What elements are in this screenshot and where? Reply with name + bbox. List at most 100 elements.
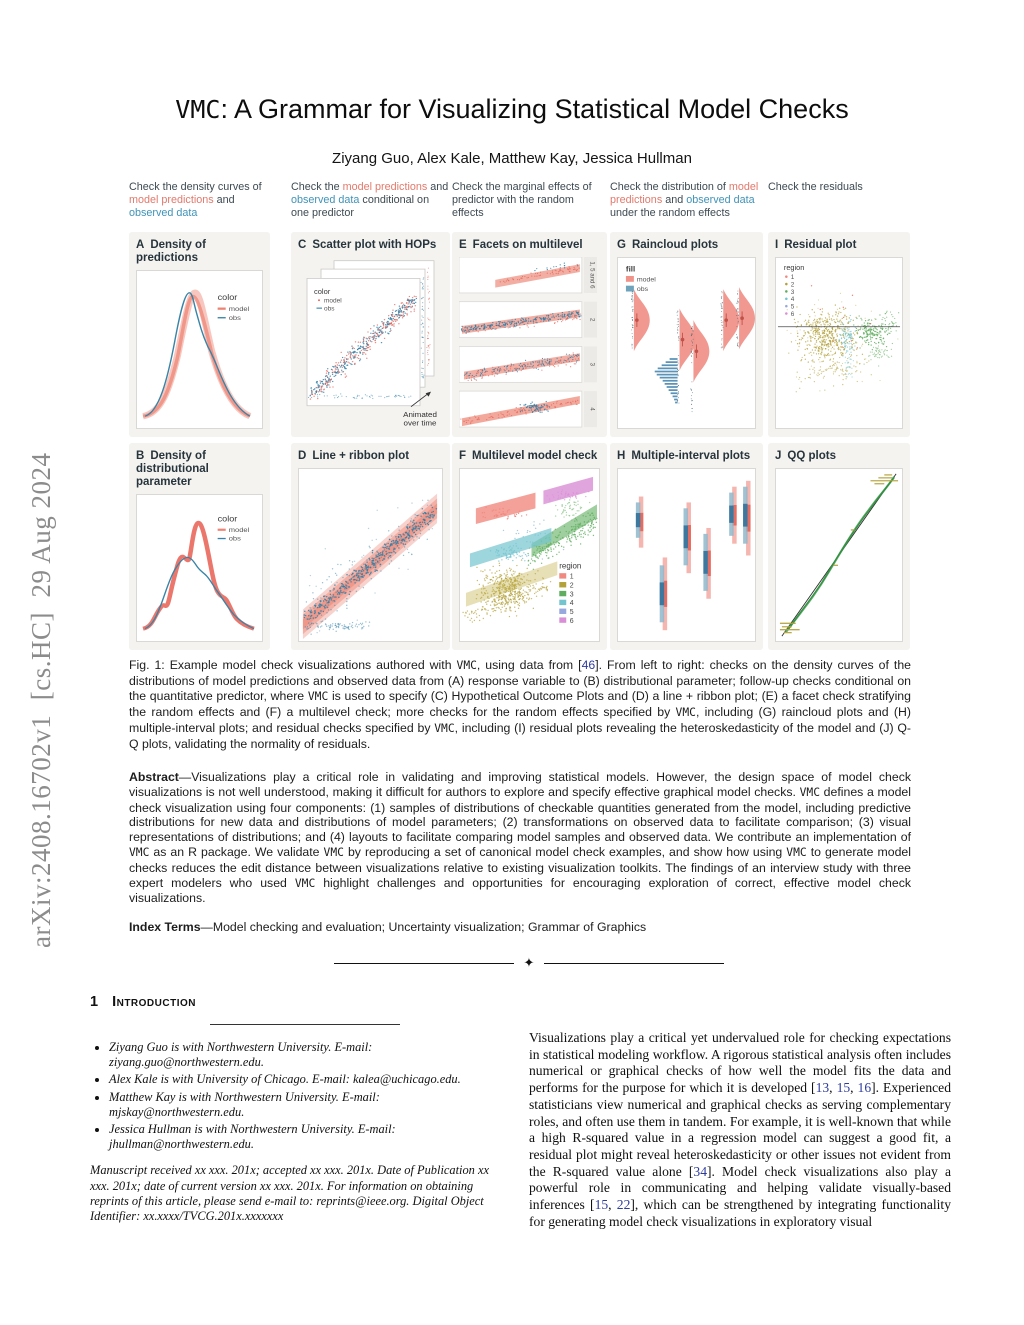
- violin-point-intervals: [635, 311, 744, 359]
- region-2-ribbon: [465, 561, 558, 607]
- panel-j-card: J QQ plots: [768, 443, 910, 650]
- panel-h-letter: H: [617, 450, 626, 462]
- region-3-label: 3: [791, 289, 795, 296]
- facet-1-ribbon: [495, 264, 580, 288]
- region-1-ribbon: [475, 492, 536, 525]
- column-5-header: Check the residuals: [768, 181, 863, 193]
- citation[interactable]: 46: [581, 658, 596, 672]
- footnote-rule: [210, 1024, 400, 1025]
- facet-3-strip: [583, 346, 597, 383]
- region-6-ribbon: [543, 476, 594, 505]
- obs-density-line: [144, 556, 255, 630]
- citation[interactable]: 34: [693, 1163, 707, 1179]
- panel-d-name: Line + ribbon plot: [312, 450, 410, 462]
- obs-histogram: [654, 358, 678, 404]
- panel-g-name: Raincloud plots: [631, 239, 719, 251]
- panel-j-name: QQ plots: [787, 450, 836, 462]
- animated-arrow: [410, 393, 429, 408]
- panel-f-title: F Multilevel model check: [459, 450, 600, 463]
- figure-column-4: Check the distribution of model predicti…: [610, 181, 763, 650]
- citation[interactable]: 13: [815, 1080, 830, 1096]
- panel-g-letter: G: [617, 239, 626, 251]
- section-separator: ✦: [334, 956, 724, 969]
- panel-d-letter: D: [298, 450, 307, 462]
- facet-2-label: 2: [588, 318, 595, 322]
- citation[interactable]: 15: [594, 1197, 609, 1213]
- density-plot-b-svg: color model obs: [142, 514, 255, 631]
- interval-plot-h: [617, 468, 756, 642]
- figure-column-5: Check the residuals I Residual plot regio…: [768, 181, 910, 650]
- legend-model-glyph: [318, 299, 320, 302]
- legend-obs-label: obs: [229, 535, 242, 542]
- region-4-label: 4: [791, 296, 795, 303]
- legend-color-title: color: [218, 292, 238, 301]
- affiliation-item: Jessica Hullman is with Northwestern Uni…: [109, 1122, 506, 1152]
- density-plot-a: color model obs: [136, 270, 263, 429]
- abstract: Abstract—Visualizations play a critical …: [129, 770, 912, 906]
- region-5-swatch: [559, 608, 567, 614]
- panel-g-card: G Raincloud plots: [610, 232, 763, 437]
- panel-c-letter: C: [298, 239, 307, 251]
- figure-column-2: Check the model predictions and observed…: [291, 181, 450, 650]
- legend-fill-title: fill: [626, 265, 635, 274]
- title-rest: : A Grammar for Visualizing Statistical …: [220, 94, 849, 124]
- legend-model-label: model: [324, 298, 342, 305]
- citation[interactable]: 15: [836, 1080, 851, 1096]
- citation[interactable]: 16: [857, 1080, 872, 1096]
- region-2-swatch: [559, 582, 567, 588]
- facet-plot-e: 1, 5 and 6 2 3 4: [459, 257, 600, 429]
- facet-4-label: 4: [588, 407, 595, 411]
- hops-note-line1: Animated: [403, 410, 437, 419]
- region-4-swatch: [559, 599, 567, 606]
- panel-c-card: C Scatter plot with HOPs color model obs …: [291, 232, 450, 437]
- panel-j-letter: J: [775, 450, 782, 462]
- author-affiliations: Ziyang Guo is with Northwestern Universi…: [96, 1040, 506, 1152]
- panel-e-letter: E: [459, 239, 467, 251]
- legend-model-swatch: [625, 275, 634, 282]
- panel-a-card: A Density of predictions color model obs: [129, 232, 270, 437]
- ribbon-plot-d-svg: [302, 493, 438, 640]
- facet-3-label: 3: [588, 363, 595, 367]
- left-column: 1 Introduction Ziyang Guo is with Northwe…: [90, 994, 506, 1224]
- panel-b-letter: B: [136, 450, 145, 462]
- legend-model-label: model: [229, 304, 250, 313]
- intro-paragraph: Visualizations play a critical yet under…: [529, 1030, 952, 1229]
- panel-i-card: I Residual plot region 1 2 3 4 5 6: [768, 232, 910, 437]
- facet-2-strip: [583, 301, 597, 338]
- citation[interactable]: 22: [616, 1197, 631, 1213]
- legend-color-title: color: [314, 287, 331, 296]
- region-2-dot: [785, 282, 788, 286]
- affiliation-item: Matthew Kay is with Northwestern Univers…: [109, 1090, 506, 1120]
- multilevel-plot-f: region 1 2 3 4 5 6: [459, 468, 600, 642]
- rain-dots: [631, 290, 739, 413]
- right-column: Visualizations play a critical yet under…: [529, 1030, 951, 1230]
- panel-b-card: B Density of distributional parameter col…: [129, 443, 270, 650]
- region-3-dot: [785, 290, 788, 293]
- section-number: 1: [90, 994, 99, 1010]
- region-4-dot: [785, 297, 788, 301]
- model-density-band: [142, 520, 255, 631]
- facet-4-ribbon: [462, 395, 580, 427]
- figure-column-1: Check the density curves of model predic…: [129, 181, 270, 650]
- panel-f-card: F Multilevel model check region 1 2 3 4 5…: [452, 443, 607, 650]
- density-plot-b: color model obs: [136, 494, 263, 642]
- interval-plot-h-svg: [635, 480, 751, 631]
- manuscript-note: Manuscript received xx xxx. 201x; accept…: [90, 1163, 489, 1224]
- region-5-label: 5: [791, 304, 795, 311]
- region-3-swatch: [559, 590, 567, 597]
- obs-density-line: [144, 292, 251, 417]
- scatter-dots: [303, 499, 438, 635]
- violin-3: [693, 320, 710, 383]
- ribbon-inner: [302, 503, 438, 630]
- panel-i-name: Residual plot: [784, 239, 857, 251]
- affiliation-item: Alex Kale is with University of Chicago.…: [109, 1072, 506, 1087]
- panel-h-card: H Multiple-interval plots: [610, 443, 763, 650]
- interval-pairs: [635, 480, 751, 631]
- region-1-dot: [785, 275, 788, 278]
- raincloud-plot-g-svg: fill model obs: [625, 265, 755, 413]
- legend-region-title: region: [784, 263, 804, 272]
- qq-sample-line: [787, 477, 895, 631]
- qq-plot-j: [775, 468, 903, 642]
- legend-obs-label: obs: [637, 286, 649, 293]
- panel-e-card: E Facets on multilevel 1, 5 and: [452, 232, 607, 437]
